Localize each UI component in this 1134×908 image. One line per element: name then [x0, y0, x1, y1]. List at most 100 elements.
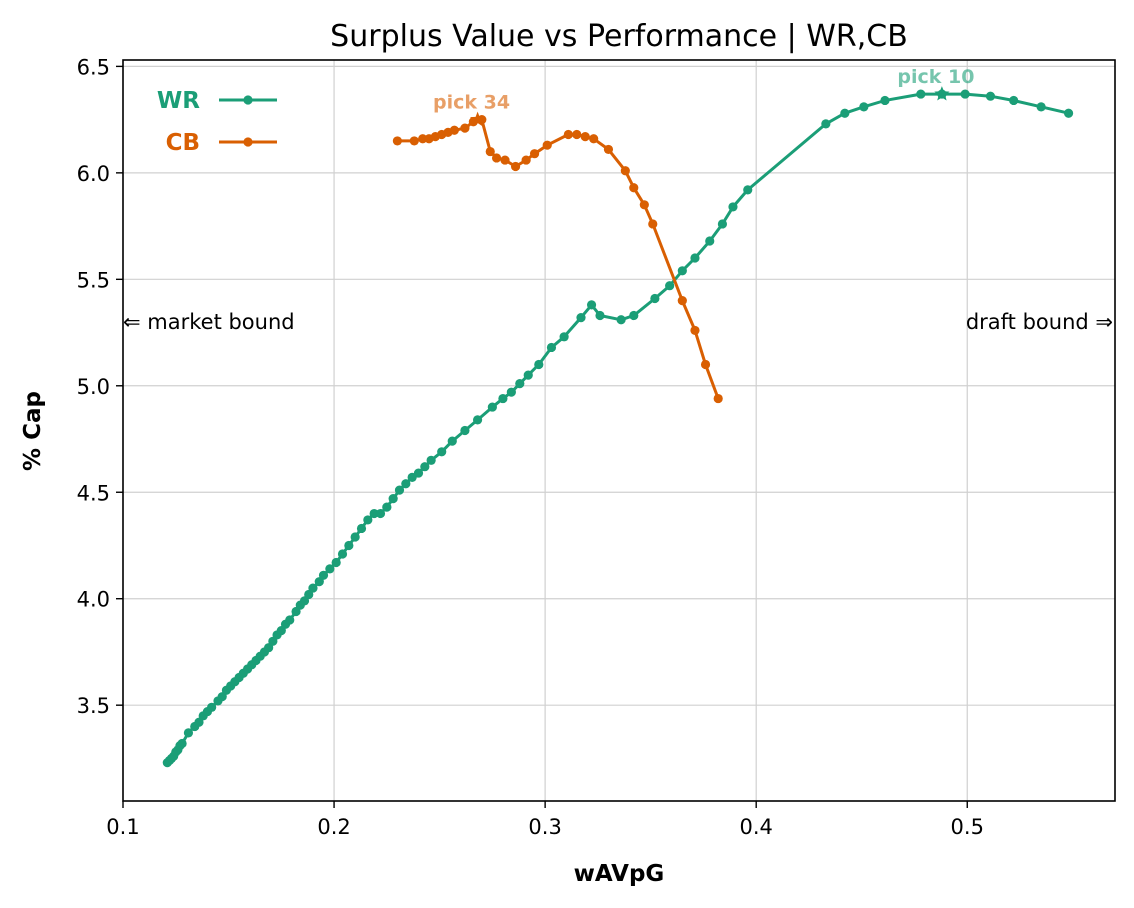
- cb-highlight-label: pick 34: [433, 92, 510, 114]
- wr-point: [677, 266, 687, 276]
- market-bound-annotation: ⇐ market bound: [123, 310, 295, 334]
- wr-point: [840, 108, 850, 118]
- wr-point: [177, 738, 187, 749]
- wr-point: [498, 393, 508, 404]
- cb-point: [700, 359, 711, 370]
- wr-point: [388, 494, 398, 504]
- legend-label-cb: CB: [166, 130, 200, 156]
- cb-point: [542, 140, 552, 150]
- cb-point: [713, 393, 723, 404]
- wr-point: [308, 583, 318, 593]
- legend: WR CB: [157, 88, 277, 156]
- wr-point: [1036, 102, 1046, 112]
- y-tick-label: 3.5: [77, 694, 110, 718]
- cb-point: [589, 134, 599, 144]
- cb-highlight-marker: [470, 111, 486, 127]
- wr-point: [821, 119, 831, 129]
- wr-point: [394, 485, 405, 495]
- wr-point: [880, 95, 890, 106]
- wr-point: [859, 102, 869, 112]
- cb-line: [397, 118, 720, 400]
- x-tick-label: 0.3: [528, 815, 561, 839]
- cb-point: [529, 149, 540, 159]
- wr-point: [356, 523, 367, 534]
- cb-point: [521, 155, 531, 165]
- wr-point: [472, 415, 483, 425]
- wr-point: [1009, 95, 1019, 106]
- wr-point: [331, 557, 341, 568]
- series-layer: pick 10 pick 34: [162, 66, 1074, 768]
- wr-point: [546, 342, 557, 353]
- wr-point: [375, 508, 386, 519]
- cb-point: [629, 183, 639, 193]
- cb-point: [580, 132, 590, 142]
- ticks: 0.1 0.2 0.3 0.4 0.5 3.5 4.0 4.5 5.0 5.5 6.0 6.5: [77, 55, 984, 839]
- cb-point: [418, 134, 428, 144]
- cb-point: [572, 129, 582, 140]
- legend-label-wr: WR: [157, 88, 200, 114]
- wr-point: [401, 479, 411, 489]
- wr-line: [166, 92, 1069, 764]
- wr-highlight-label: pick 10: [897, 66, 974, 88]
- wr-point: [506, 387, 516, 397]
- cb-point: [460, 123, 470, 133]
- y-tick-label: 5.5: [77, 268, 110, 292]
- wr-point: [916, 89, 926, 99]
- y-tick-label: 5.0: [77, 375, 110, 399]
- wr-point: [447, 436, 457, 446]
- wr-point: [369, 508, 379, 519]
- wr-point: [650, 293, 660, 304]
- cb-point: [603, 144, 614, 155]
- wr-point: [318, 570, 329, 580]
- plot-frame: [122, 59, 1116, 802]
- x-axis-label: wAVpG: [574, 861, 665, 887]
- wr-point: [595, 310, 605, 321]
- wr-point: [350, 532, 360, 542]
- x-tick-label: 0.2: [317, 815, 350, 839]
- wr-point: [325, 564, 335, 574]
- cb-point: [563, 129, 573, 140]
- cb-point: [677, 296, 687, 306]
- wr-point: [337, 549, 348, 559]
- y-axis-label: % Cap: [20, 391, 46, 471]
- wr-point: [523, 370, 533, 380]
- wr-point: [207, 702, 217, 712]
- wr-point: [1063, 108, 1074, 118]
- x-tick-label: 0.1: [106, 815, 139, 839]
- wr-point: [665, 281, 675, 291]
- x-tick-label: 0.4: [739, 815, 772, 839]
- wr-point: [420, 462, 430, 472]
- y-tick-label: 4.0: [77, 588, 110, 612]
- wr-point: [515, 379, 525, 389]
- cb-point: [648, 219, 658, 229]
- cb-point: [690, 325, 700, 336]
- wr-point: [985, 91, 996, 101]
- grid: [122, 60, 1115, 801]
- wr-point: [576, 313, 586, 323]
- cb-point: [485, 146, 495, 157]
- cb-point: [510, 161, 521, 172]
- wr-point: [487, 402, 497, 412]
- wr-point: [743, 185, 753, 195]
- cb-point: [392, 136, 402, 146]
- wr-series: pick 10: [162, 66, 1074, 768]
- x-tick-label: 0.5: [951, 815, 984, 839]
- wr-point: [960, 89, 970, 99]
- wr-point: [344, 540, 354, 551]
- wr-point: [616, 315, 626, 325]
- wr-highlight-marker: [934, 86, 950, 101]
- wr-point: [534, 359, 544, 370]
- wr-point: [728, 202, 738, 212]
- chart-title: Surplus Value vs Performance | WR,CB: [330, 19, 908, 54]
- wr-point: [285, 615, 295, 625]
- cb-point: [409, 136, 419, 146]
- wr-point: [705, 236, 715, 246]
- legend-marker-wr: [243, 95, 253, 105]
- y-tick-label: 4.5: [77, 481, 110, 505]
- y-tick-label: 6.5: [77, 55, 110, 79]
- wr-point: [559, 332, 569, 342]
- y-tick-label: 6.0: [77, 162, 110, 186]
- wr-point: [183, 728, 194, 738]
- wr-point: [382, 502, 392, 512]
